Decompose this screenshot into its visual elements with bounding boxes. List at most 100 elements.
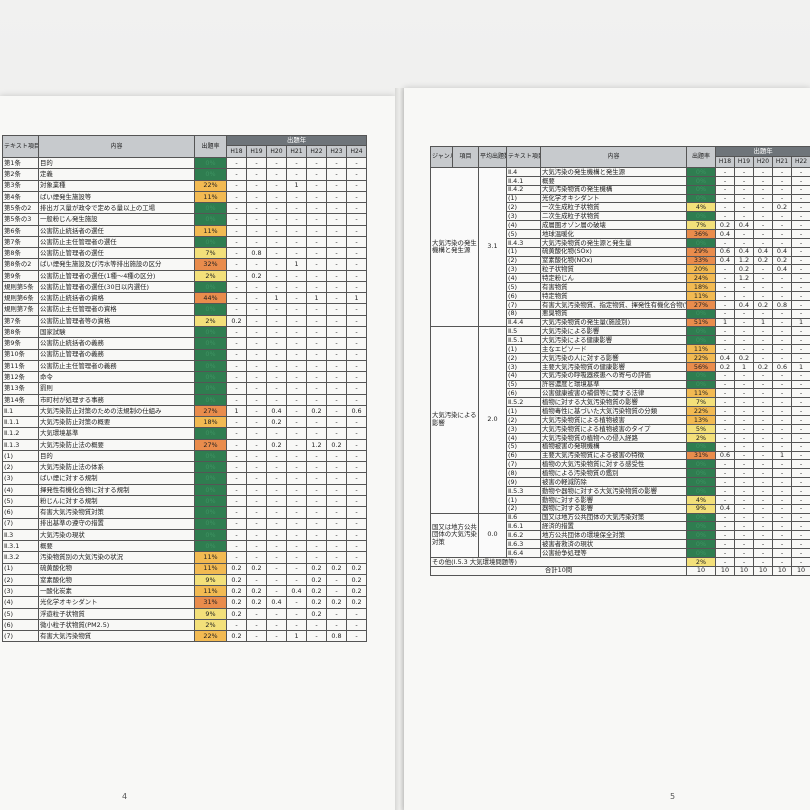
table-cell: - (306, 618, 327, 632)
table-cell: 0.2 (246, 596, 267, 609)
table-cell: - (286, 224, 307, 237)
rate-cell: 24% (686, 273, 716, 284)
table-row: (7) 排出基準の遵守の措置 0% - - - - - - - (2, 517, 368, 530)
table-cell: - (345, 247, 368, 260)
table-cell: - (715, 282, 735, 293)
table-cell: - (772, 211, 792, 222)
table-cell: (6) (2, 506, 39, 519)
table-cell: - (306, 235, 327, 249)
table-cell: - (326, 551, 347, 564)
table-cell: - (246, 258, 267, 271)
table-cell: - (345, 269, 368, 282)
table-cell: - (326, 528, 347, 542)
table-cell: 0.4 (772, 246, 792, 257)
table-cell: - (345, 314, 368, 327)
table-cell: - (246, 337, 267, 350)
table-cell: - (286, 359, 307, 373)
table-cell: (3) (2, 472, 39, 485)
table-row: (5) 浮遊粒子状物質 9% 0.2- - -0.2- - (2, 607, 368, 620)
table-cell: - (286, 393, 307, 406)
table-cell: 悪臭物質 (540, 308, 687, 319)
table-cell: - (734, 370, 754, 381)
table-row: ジャンル項目平均出題数テキスト項目番号内容出題率出題年 (430, 146, 810, 168)
table-cell: 0.4 (715, 229, 735, 239)
rate-cell: 7% (686, 220, 716, 231)
table-cell: 微小粒子状物質(PM2.5) (38, 618, 195, 632)
table-cell: - (734, 397, 754, 408)
table-row: 合計10問 10 10 10 10 10 10 (430, 565, 810, 576)
table-cell: - (306, 202, 327, 215)
table-row: (9) 被害の軽減防除 0% - - - - - (431, 477, 810, 487)
table-cell: - (246, 382, 267, 395)
table-cell: - (734, 335, 754, 346)
table-cell: 出題年 (225, 135, 368, 146)
table-cell: - (246, 494, 267, 508)
rate-cell: 0% (194, 506, 227, 519)
table-cell: - (326, 416, 347, 429)
table-row: Ⅱ.4.4 大気汚染物質の発生量(施設別) 51% 1-1-1 (431, 317, 810, 328)
table-cell: 0.4 (286, 585, 307, 598)
table-cell: - (790, 468, 810, 479)
table-cell: 大気汚染防止対策のための法規制の仕組み (38, 404, 195, 418)
table-cell: - (790, 308, 810, 319)
rate-cell: 0% (686, 175, 716, 186)
table-cell: - (286, 427, 307, 440)
table-cell: - (734, 530, 754, 541)
table-cell: - (790, 547, 810, 558)
table-cell: - (246, 190, 267, 204)
table-cell: (2) (2, 461, 39, 474)
table-cell: - (790, 282, 810, 293)
table-cell: 規則第5条 (2, 280, 39, 294)
table-cell: - (246, 303, 267, 316)
table-cell: - (345, 348, 368, 361)
rate-cell: 11% (194, 190, 227, 204)
table-cell: 0.2 (306, 596, 327, 609)
table-cell: - (306, 280, 327, 294)
gutter (395, 88, 404, 810)
table-row: (4) 揮発性有機化合物に対する規制 0% - - - - - - - (2, 483, 368, 496)
table-cell: 第1条 (2, 156, 39, 170)
table-cell: - (286, 528, 307, 542)
table-cell: - (326, 393, 347, 406)
table-cell: 大気汚染物質による植物被害のタイプ (540, 423, 687, 434)
table-cell: - (266, 168, 287, 181)
table-row: 第6条 公害防止統括者の選任 11% - - - - - - - (2, 224, 368, 237)
table-cell: (1) (2, 449, 39, 463)
table-cell: (1) (506, 406, 541, 417)
table-cell: - (326, 314, 347, 327)
table-cell: - (326, 224, 347, 237)
table-cell: 被害者救済の現状 (540, 539, 687, 549)
table-cell: - (790, 512, 810, 523)
table-cell: 大気汚染の発生機構と発生源 (540, 167, 687, 177)
table-cell: (2) (506, 255, 541, 266)
table-cell: 揮発性有機化合物に対する規制 (38, 483, 195, 496)
table-cell: - (266, 190, 287, 204)
table-cell: - (246, 517, 267, 530)
table-cell: - (326, 235, 347, 249)
table-cell: - (345, 168, 368, 181)
rate-cell: 0% (686, 326, 716, 337)
table-cell: - (286, 438, 307, 451)
table-cell: Ⅱ.3.2 (2, 551, 39, 564)
table-cell: - (326, 337, 347, 350)
table-row: 第5条の2 排出ガス量が政令で定める量以上の工場 0% - - - - - - - (2, 202, 368, 215)
table-cell: - (734, 556, 754, 567)
table-cell: - (345, 393, 368, 406)
table-cell: - (345, 472, 368, 485)
table-cell: 0.4 (753, 246, 773, 257)
table-cell: 動物や器物に対する大気汚染物質の影響 (540, 485, 687, 496)
rate-cell: 0% (194, 517, 227, 530)
table-cell: - (772, 229, 792, 239)
rate-cell: 11% (194, 562, 227, 575)
rate-cell: 27% (686, 299, 716, 310)
table-cell: - (345, 213, 368, 226)
table-cell: 0.6 (345, 404, 368, 418)
table-cell: - (734, 423, 754, 434)
table-cell: 第13条 (2, 382, 39, 395)
table-cell: - (345, 540, 368, 553)
table-cell: 経済的措置 (540, 521, 687, 532)
table-cell: (8) (506, 468, 541, 479)
table-cell: (4) (506, 220, 541, 231)
table-cell: - (326, 213, 347, 226)
